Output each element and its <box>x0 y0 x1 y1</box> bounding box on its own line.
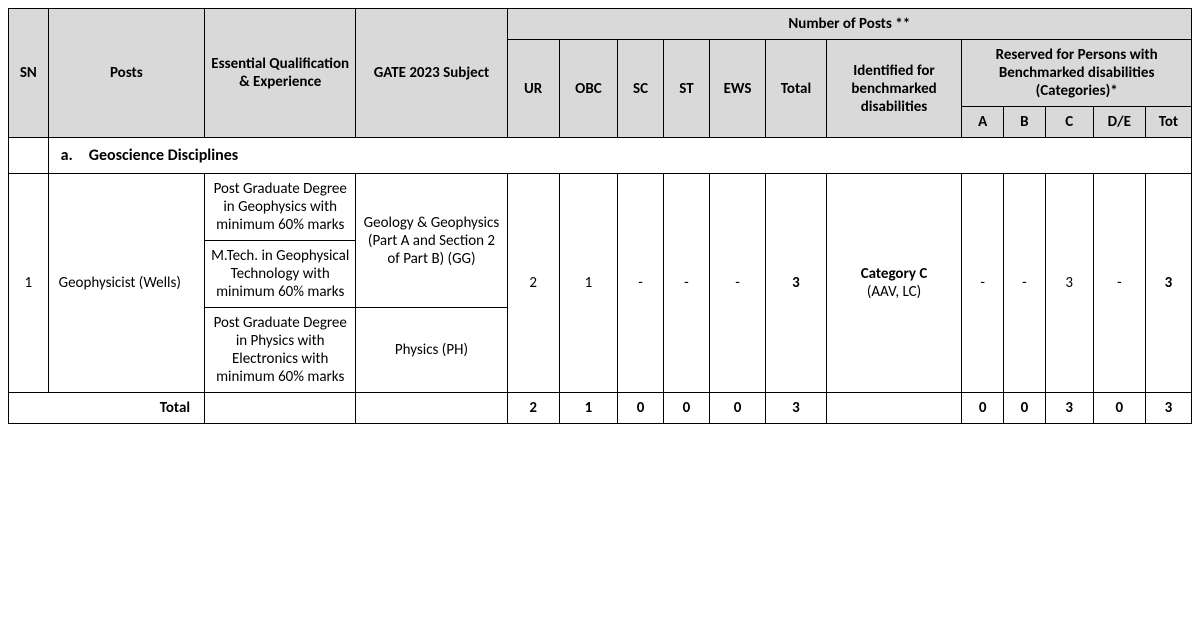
col-reserved: Reserved for Persons with Benchmarked di… <box>962 40 1192 107</box>
totals-de: 0 <box>1093 393 1145 424</box>
col-de: D/E <box>1093 107 1145 138</box>
totals-label: Total <box>9 393 205 424</box>
col-posts: Posts <box>48 9 204 138</box>
cell-obc: 1 <box>559 174 617 393</box>
cell-a: - <box>962 174 1004 393</box>
totals-row: Total 2 1 0 0 0 3 0 0 3 0 3 <box>9 393 1192 424</box>
totals-c: 3 <box>1045 393 1093 424</box>
col-total: Total <box>766 40 827 138</box>
cell-identified: Category C (AAV, LC) <box>826 174 962 393</box>
totals-ur: 2 <box>507 393 559 424</box>
totals-identified <box>826 393 962 424</box>
cell-ews: - <box>709 174 765 393</box>
col-gate: GATE 2023 Subject <box>356 9 507 138</box>
col-numposts: Number of Posts ** <box>507 9 1191 40</box>
cell-qual2: M.Tech. in Geophysical Technology with m… <box>205 241 356 308</box>
table-row: 1 Geophysicist (Wells) Post Graduate Deg… <box>9 174 1192 241</box>
totals-a: 0 <box>962 393 1004 424</box>
totals-obc: 1 <box>559 393 617 424</box>
identified-line1: Category C <box>831 265 958 283</box>
cell-sc: - <box>618 174 664 393</box>
col-ews: EWS <box>709 40 765 138</box>
col-identified: Identified for benchmarked disabilities <box>826 40 962 138</box>
col-sc: SC <box>618 40 664 138</box>
cell-sn: 1 <box>9 174 49 393</box>
cell-qual1: Post Graduate Degree in Geophysics with … <box>205 174 356 241</box>
section-row: a. Geoscience Disciplines <box>9 138 1192 174</box>
col-st: ST <box>664 40 710 138</box>
cell-gate2: Physics (PH) <box>356 308 507 393</box>
identified-line2: (AAV, LC) <box>831 283 958 301</box>
cell-gate1: Geology & Geophysics (Part A and Section… <box>356 174 507 308</box>
col-c: C <box>1045 107 1093 138</box>
posts-table: SN Posts Essential Qualification & Exper… <box>8 8 1192 424</box>
cell-post: Geophysicist (Wells) <box>48 174 204 393</box>
cell-ur: 2 <box>507 174 559 393</box>
cell-de: - <box>1093 174 1145 393</box>
totals-b: 0 <box>1004 393 1046 424</box>
col-b: B <box>1004 107 1046 138</box>
totals-total: 3 <box>766 393 827 424</box>
cell-total: 3 <box>766 174 827 393</box>
cell-b: - <box>1004 174 1046 393</box>
totals-ews: 0 <box>709 393 765 424</box>
cell-st: - <box>664 174 710 393</box>
cell-qual3: Post Graduate Degree in Physics with Ele… <box>205 308 356 393</box>
cell-tot: 3 <box>1145 174 1191 393</box>
col-qual: Essential Qualification & Experience <box>205 9 356 138</box>
col-obc: OBC <box>559 40 617 138</box>
totals-sc: 0 <box>618 393 664 424</box>
totals-st: 0 <box>664 393 710 424</box>
col-a: A <box>962 107 1004 138</box>
col-sn: SN <box>9 9 49 138</box>
cell-c: 3 <box>1045 174 1093 393</box>
col-tot: Tot <box>1145 107 1191 138</box>
section-label: a. Geoscience Disciplines <box>48 138 1191 174</box>
totals-tot: 3 <box>1145 393 1191 424</box>
col-ur: UR <box>507 40 559 138</box>
